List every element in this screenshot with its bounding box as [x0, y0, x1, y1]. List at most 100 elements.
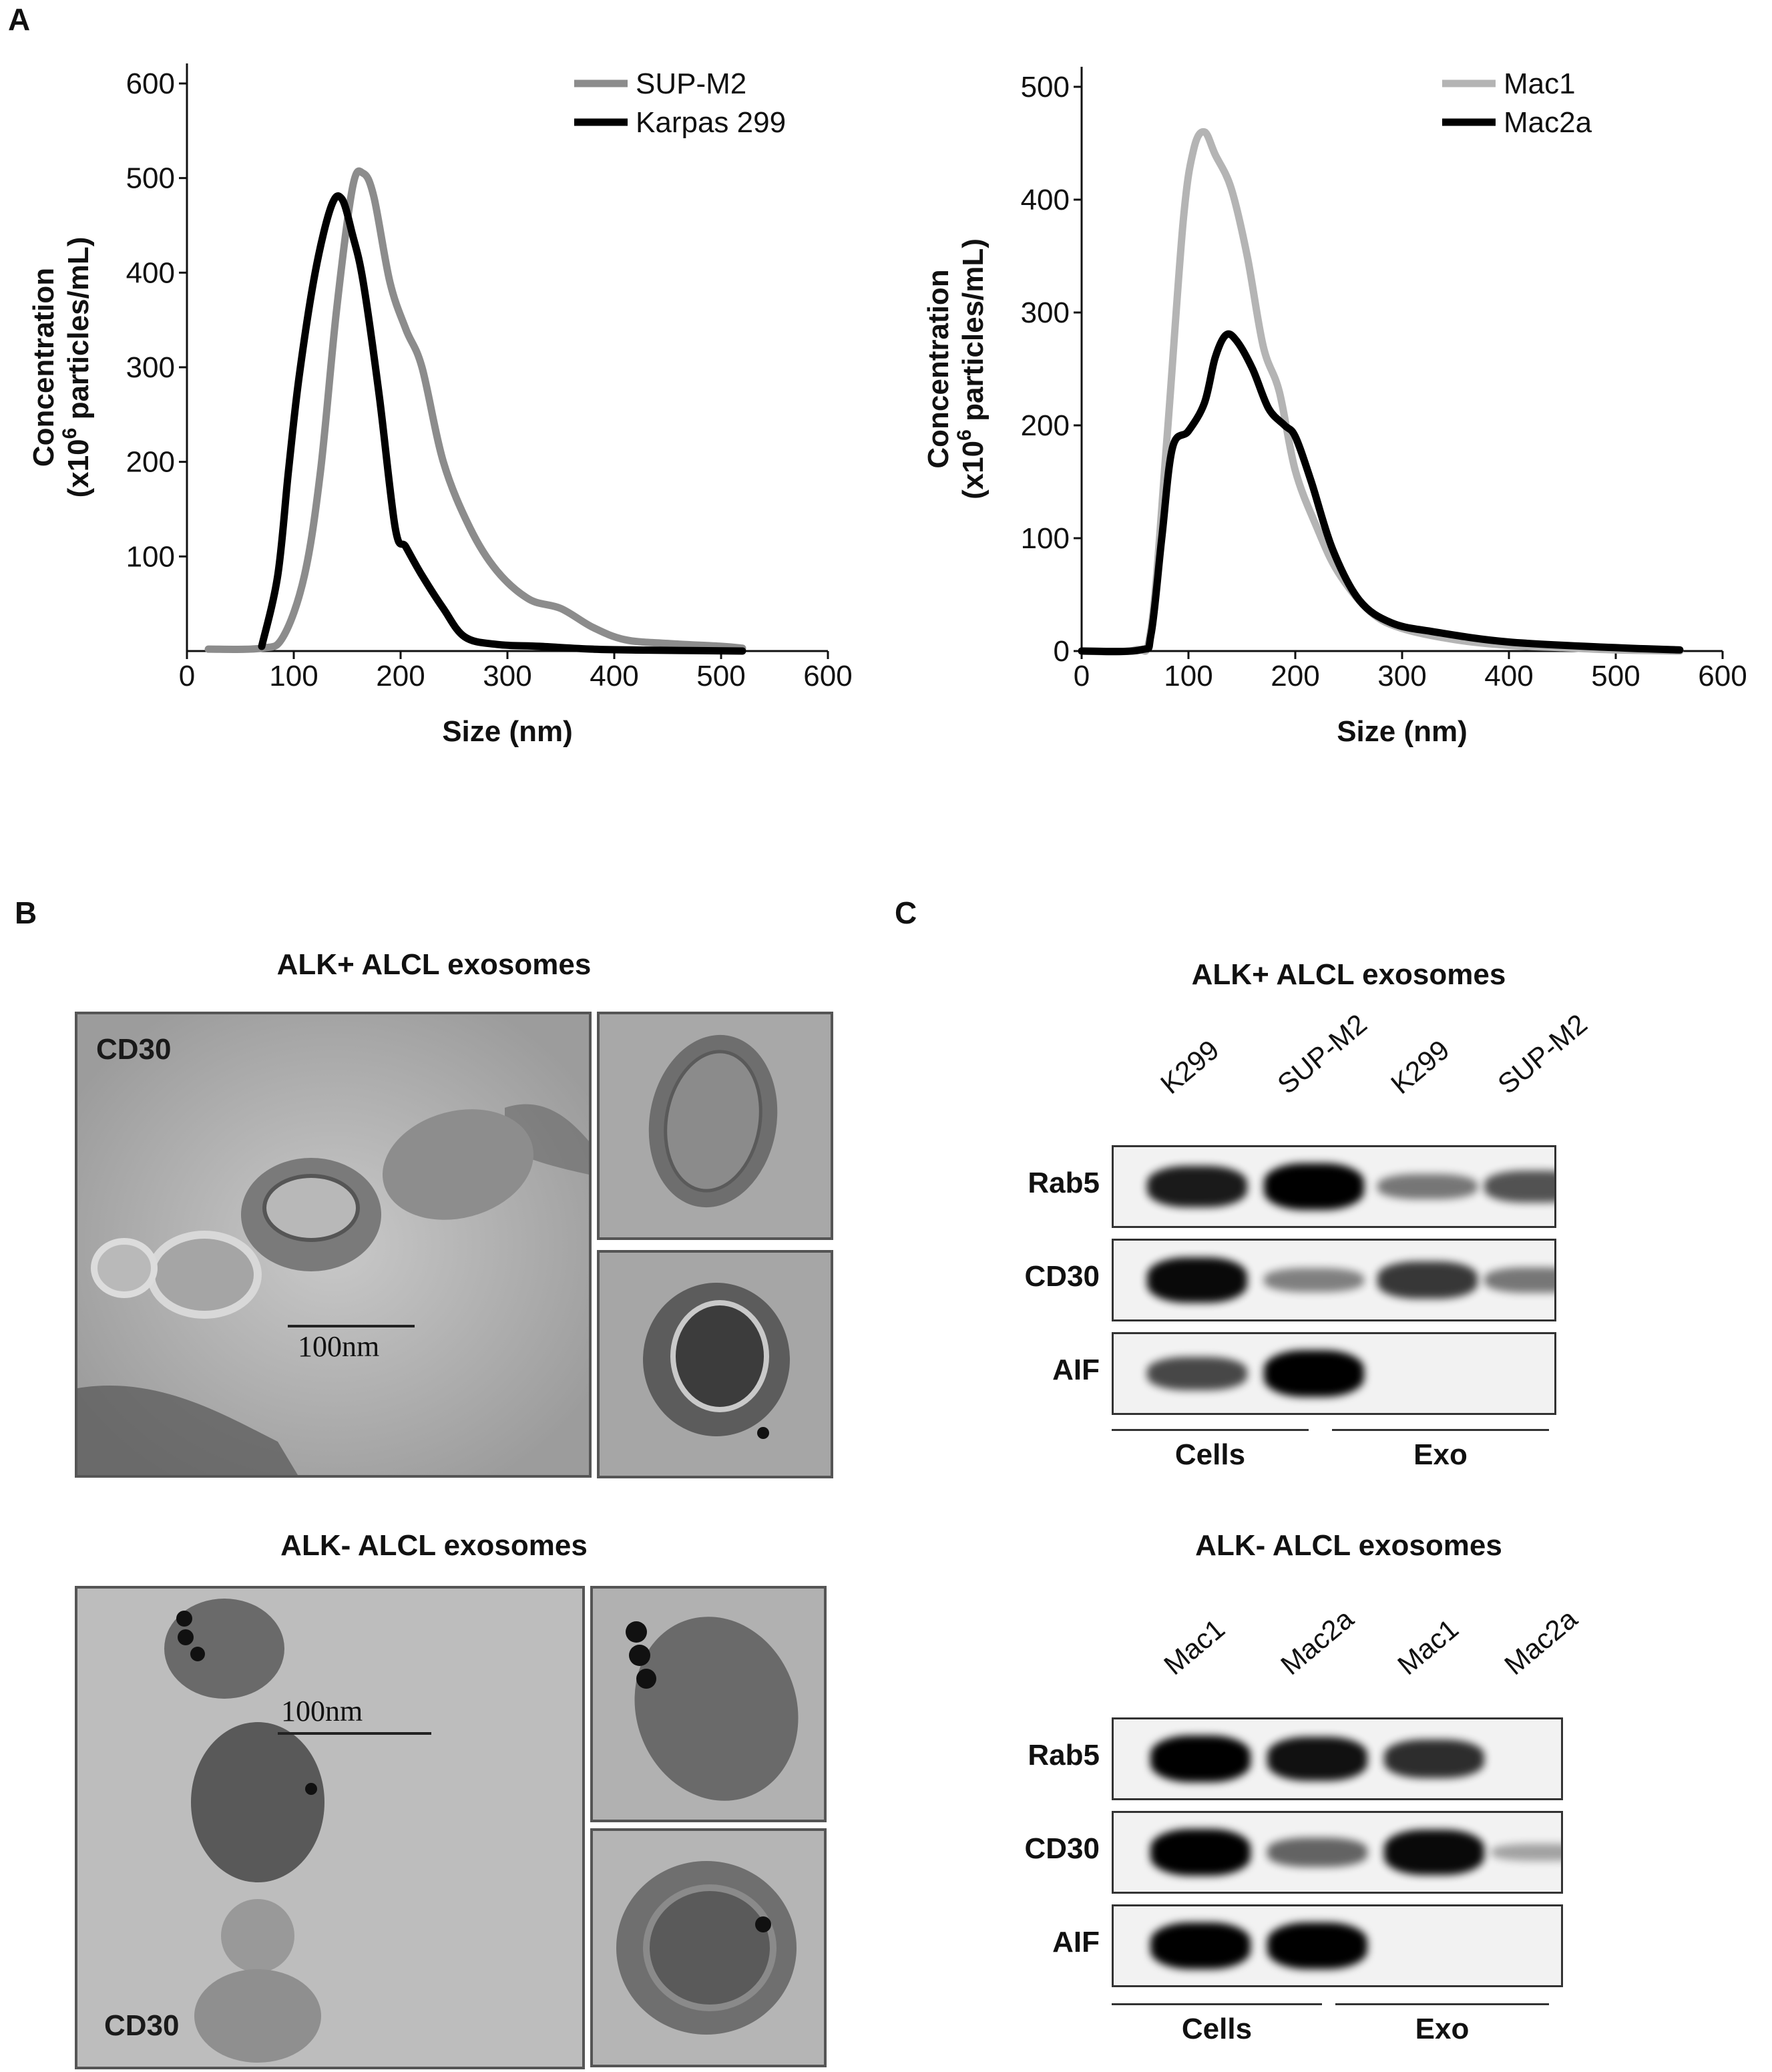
blot-band: [1491, 1843, 1561, 1862]
blot-band: [1150, 1829, 1251, 1876]
y-tick-label: 300: [1021, 296, 1070, 329]
blot-strip: [1112, 1239, 1556, 1321]
blot-band: [1377, 1173, 1478, 1200]
series-line-1: [258, 192, 746, 655]
em-bottom-title: ALK- ALCL exosomes: [280, 1529, 588, 1562]
y-tick-label: 200: [1021, 409, 1070, 442]
blot-strip: [1112, 1717, 1563, 1800]
blot-strip: [1112, 1811, 1563, 1894]
x-tick-label: 200: [1271, 660, 1319, 692]
em-image-alk-negative-main: 100nm CD30: [75, 1586, 585, 2069]
em-marker-label: CD30: [96, 1033, 172, 1066]
blot-band: [1267, 1737, 1367, 1781]
y-axis-label: Concentration: [27, 268, 60, 467]
blot-band: [1484, 1267, 1554, 1293]
x-tick-label: 300: [1377, 660, 1426, 692]
em-image-alk-positive-inset-2: [597, 1250, 833, 1478]
y-tick-label: 100: [126, 540, 175, 573]
blot-band: [1267, 1922, 1367, 1969]
blot-band: [1377, 1261, 1478, 1299]
blot-row-label: AIF: [1052, 1354, 1100, 1386]
x-tick-label: 600: [1698, 660, 1747, 692]
panel-label-b: B: [15, 895, 37, 930]
x-tick-label: 400: [1484, 660, 1533, 692]
scale-bar: [288, 1325, 415, 1327]
group-underline: [1332, 1429, 1549, 1431]
series-line-0: [204, 167, 746, 654]
y-tick-label: 0: [1054, 635, 1070, 668]
blot-row-label: CD30: [1024, 1832, 1100, 1865]
blot-strip: [1112, 1332, 1556, 1415]
series-line-2: [1078, 128, 1684, 656]
x-tick-label: 100: [269, 660, 318, 692]
em-image-alk-positive-main: CD30 100nm: [75, 1012, 592, 1478]
blot-band: [1484, 1170, 1554, 1203]
blot-band: [1147, 1356, 1247, 1391]
blot-band: [1147, 1257, 1247, 1303]
blot-strip: [1112, 1145, 1556, 1228]
blot-band: [1150, 1735, 1251, 1782]
y-tick-label: 300: [126, 351, 175, 384]
lane-label: Mac2a: [1498, 1603, 1583, 1681]
lane-label: SUP-M2: [1271, 1008, 1373, 1100]
scale-bar: [278, 1732, 431, 1735]
x-tick-label: 500: [696, 660, 745, 692]
x-tick-label: 500: [1591, 660, 1640, 692]
western-top-title: ALK+ ALCL exosomes: [1191, 958, 1506, 991]
size-distribution-chart-alk-negative: 0 100 200 300 400 500 600 0 100 200 300 400 500 Size …: [922, 67, 1747, 748]
group-label: Cells: [1181, 2013, 1253, 2045]
em-marker-label: CD30: [104, 2009, 180, 2042]
y-axis-unit: (x106 particles/mL): [59, 237, 95, 498]
blot-band: [1150, 1922, 1251, 1969]
lane-label: Mac2a: [1275, 1603, 1359, 1681]
x-tick-label: 200: [376, 660, 425, 692]
x-axis-label: Size (nm): [442, 715, 573, 748]
panel-label-c: C: [895, 895, 917, 930]
legend-label: SUP-M2: [636, 67, 746, 100]
y-tick-label: 200: [126, 446, 175, 479]
em-image-alk-positive-inset-1: [597, 1012, 833, 1240]
legend-label: Karpas 299: [636, 106, 786, 139]
legend-label: Mac2a: [1504, 106, 1592, 139]
blot-row-label: Rab5: [1028, 1739, 1100, 1772]
x-tick-label: 600: [803, 660, 852, 692]
y-axis-unit: (x106 particles/mL): [953, 238, 989, 499]
panel-label-a: A: [8, 2, 31, 37]
lane-label: K299: [1385, 1034, 1456, 1100]
blot-strip: [1112, 1904, 1563, 1987]
y-axis-label-group: Concentration(x106 particles/mL): [922, 238, 989, 499]
x-tick-label: 400: [590, 660, 638, 692]
y-tick-label: 100: [1021, 522, 1070, 555]
x-tick-label: 0: [179, 660, 195, 692]
series-line-3: [1078, 330, 1684, 656]
em-top-title: ALK+ ALCL exosomes: [276, 948, 592, 981]
group-label: Exo: [1413, 1438, 1468, 1471]
x-tick-label: 100: [1164, 660, 1212, 692]
blot-band: [1264, 1163, 1364, 1210]
y-tick-label: 600: [126, 67, 175, 100]
x-tick-label: 300: [483, 660, 531, 692]
size-distribution-chart-alk-positive: 0 100 200 300 400 500 600 100 200 300 400 500 600 Siz…: [27, 63, 853, 748]
em-image-alk-negative-inset-2: [590, 1828, 827, 2067]
blot-band: [1384, 1830, 1484, 1875]
y-axis-label: Concentration: [922, 269, 955, 468]
scale-bar-label: 100nm: [298, 1330, 380, 1363]
blot-band: [1267, 1838, 1367, 1867]
blot-band: [1147, 1165, 1247, 1208]
y-tick-label: 400: [126, 256, 175, 289]
scale-bar-label: 100nm: [281, 1695, 363, 1727]
western-bottom-title: ALK- ALCL exosomes: [1195, 1529, 1502, 1562]
blot-row-label: AIF: [1052, 1926, 1100, 1958]
y-tick-label: 400: [1021, 184, 1070, 216]
blot-row-label: Rab5: [1028, 1167, 1100, 1199]
em-image-alk-negative-inset-1: [590, 1586, 827, 1822]
lane-label: Mac1: [1391, 1613, 1465, 1681]
x-tick-label: 0: [1074, 660, 1090, 692]
lane-label: SUP-M2: [1492, 1008, 1593, 1100]
group-underline: [1112, 1429, 1309, 1431]
blot-band: [1384, 1739, 1484, 1778]
group-underline: [1112, 2003, 1322, 2005]
y-tick-label: 500: [126, 162, 175, 195]
legend-label: Mac1: [1504, 67, 1576, 100]
lane-label: Mac1: [1158, 1613, 1231, 1681]
